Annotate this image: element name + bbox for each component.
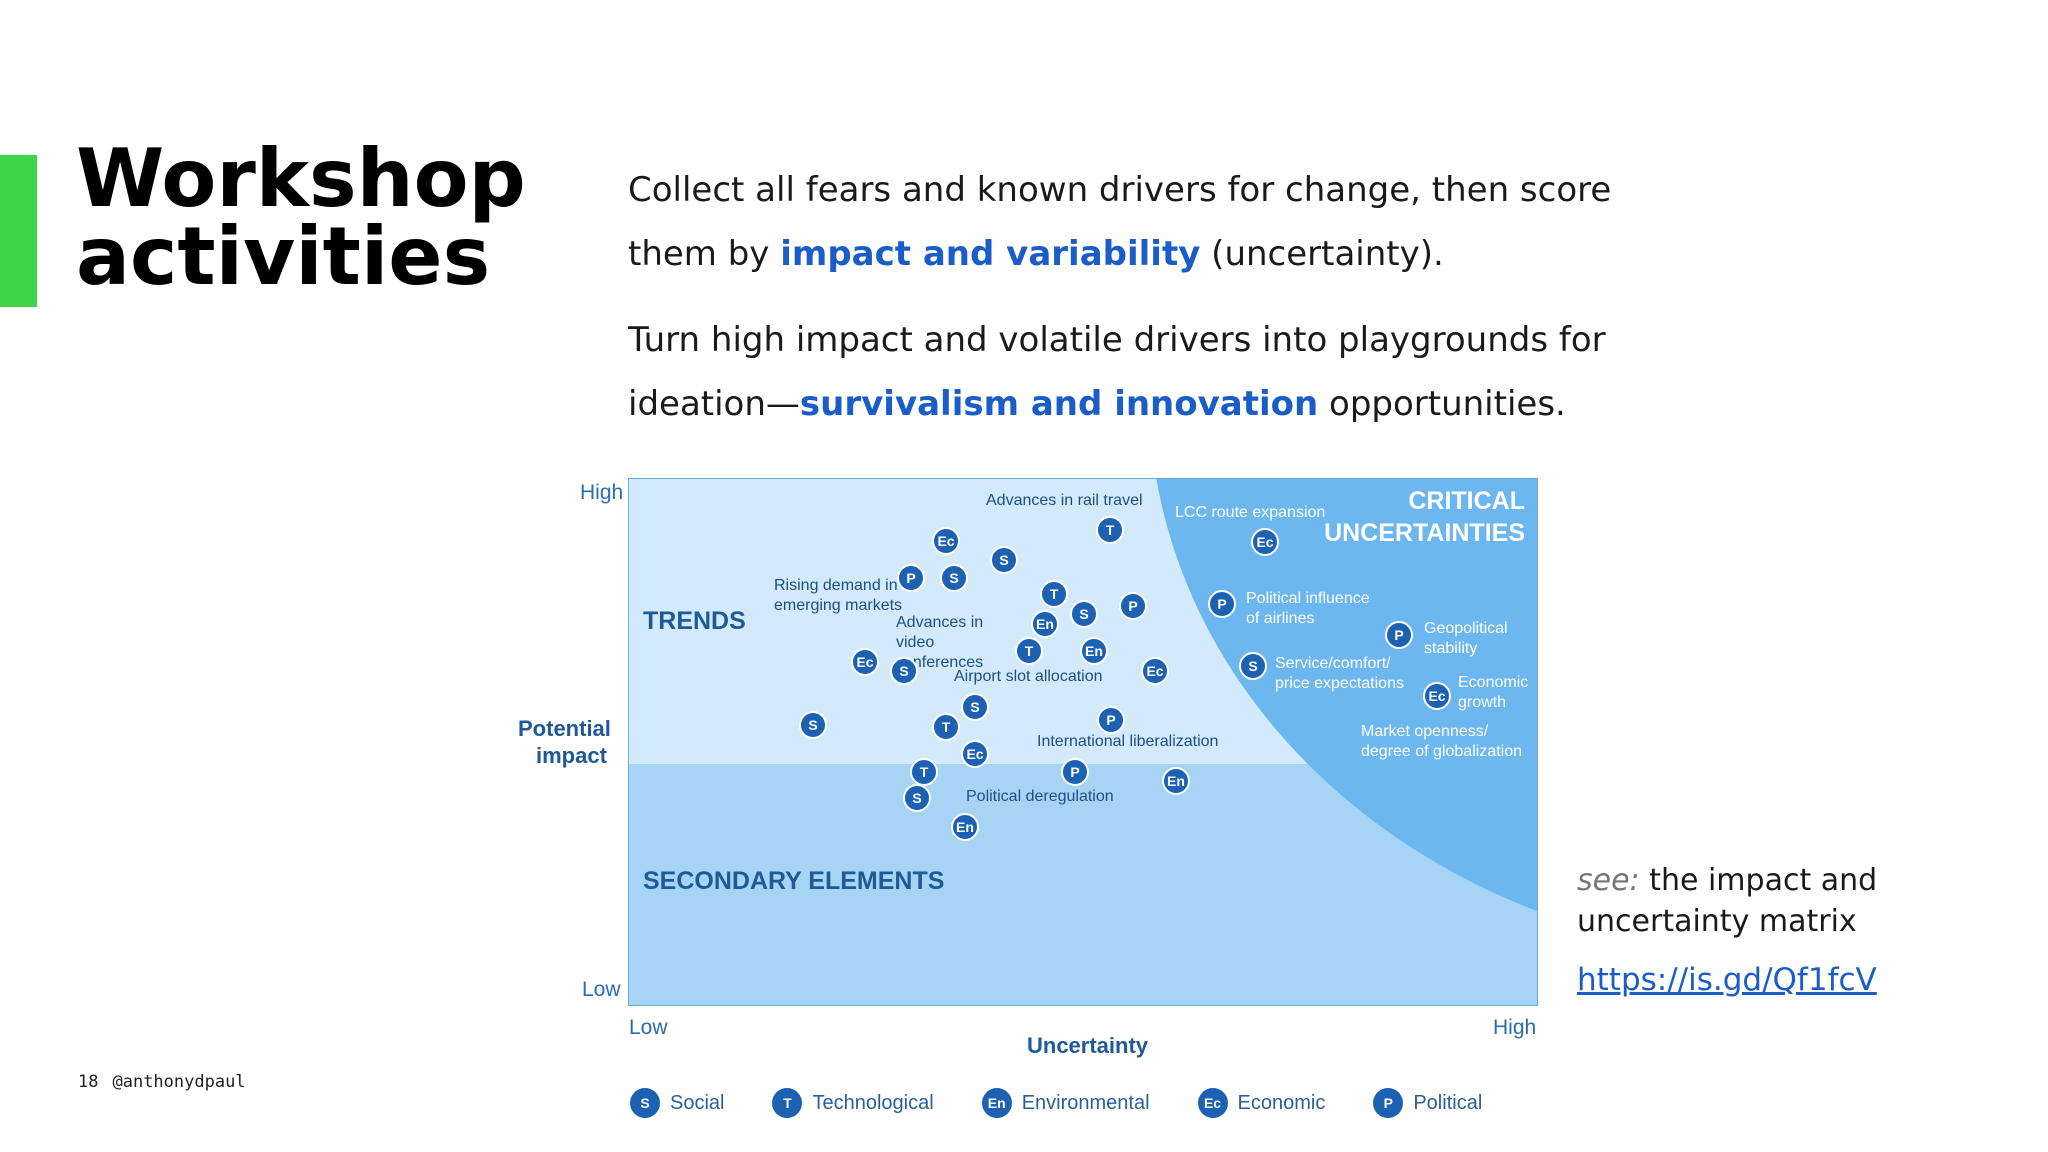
economic-driver-badge: Ec — [932, 527, 960, 555]
driver-label: Geopolitical stability — [1424, 620, 1508, 657]
paragraph-1-end: (uncertainty). — [1200, 234, 1444, 274]
legend-environmental: En Environmental — [981, 1088, 1150, 1118]
economic-driver-badge: Ec — [1251, 528, 1279, 556]
political-driver-badge: P — [897, 564, 925, 592]
social-driver-badge: S — [1070, 600, 1098, 628]
social-driver-badge: S — [799, 711, 827, 739]
driver-label: Economic growth — [1458, 674, 1529, 711]
paragraph-2-end: opportunities. — [1318, 384, 1566, 424]
driver-label: Service/comfort/ price expectations — [1275, 655, 1404, 692]
technological-driver-badge: T — [1096, 516, 1124, 544]
environmental-driver-badge: En — [951, 813, 979, 841]
economic-driver-badge: Ec — [961, 740, 989, 768]
environmental-driver-badge: En — [1031, 610, 1059, 638]
legend-label: Technological — [812, 1091, 934, 1114]
page-title: Workshop activities — [76, 139, 526, 297]
driver-label: International liberalization — [1037, 733, 1219, 750]
environmental-icon: En — [981, 1088, 1012, 1118]
social-driver-badge: S — [1239, 652, 1267, 680]
y-axis-title-line-1: Potential — [518, 716, 611, 741]
trends-label: TRENDS — [643, 607, 746, 635]
driver-label: Rising demand in emerging markets — [774, 577, 903, 614]
driver-label: LCC route expansion — [1175, 504, 1326, 521]
body-text: Collect all fears and known drivers for … — [628, 158, 1628, 458]
technological-driver-badge: T — [1015, 637, 1043, 665]
political-driver-badge: P — [1208, 590, 1236, 618]
critical-line-1: CRITICAL — [1408, 487, 1525, 515]
secondary-elements-label: SECONDARY ELEMENTS — [643, 867, 945, 895]
technological-driver-badge: T — [932, 713, 960, 741]
economic-driver-badge: Ec — [1141, 657, 1169, 685]
x-axis-high: High — [1493, 1016, 1537, 1039]
paragraph-2-text: Turn high impact and volatile drivers in… — [628, 320, 1606, 424]
impact-uncertainty-matrix: TRENDS SECONDARY ELEMENTS CRITICAL UNCER… — [628, 478, 1538, 1006]
legend-political: P Political — [1373, 1088, 1482, 1118]
social-driver-badge: S — [903, 784, 931, 812]
technological-driver-badge: T — [910, 758, 938, 786]
technological-driver-badge: T — [1040, 580, 1068, 608]
critical-uncertainties-label: CRITICAL UNCERTAINTIES — [1324, 485, 1525, 549]
driver-label: Market openness/ degree of globalization — [1361, 723, 1523, 760]
x-axis-title: Uncertainty — [1027, 1033, 1149, 1058]
title-line-1: Workshop — [76, 132, 526, 225]
social-driver-badge: S — [990, 546, 1018, 574]
page-number: 18 — [78, 1072, 99, 1092]
reference-link[interactable]: https://is.gd/Qf1fcV — [1577, 962, 1877, 998]
y-axis-title-line-2: impact — [536, 743, 607, 768]
political-icon: P — [1373, 1088, 1404, 1118]
legend-label: Economic — [1237, 1091, 1326, 1114]
title-line-2: activities — [76, 210, 491, 303]
political-driver-badge: P — [1385, 621, 1413, 649]
legend-label: Environmental — [1021, 1091, 1150, 1114]
driver-label: Airport slot allocation — [954, 668, 1103, 685]
slide-footer: 18 @anthonydpaul — [78, 1072, 260, 1092]
political-driver-badge: P — [1119, 592, 1147, 620]
y-axis-low: Low — [582, 978, 621, 1001]
critical-line-2: UNCERTAINTIES — [1324, 519, 1525, 547]
y-axis-high: High — [580, 481, 624, 504]
legend-label: Social — [670, 1091, 725, 1114]
driver-label: Advances in video conferences — [896, 614, 984, 671]
x-axis-low: Low — [629, 1016, 668, 1039]
legend-social: S Social — [630, 1088, 724, 1118]
highlight-survivalism: survivalism and innovation — [799, 384, 1319, 424]
legend-label: Political — [1413, 1091, 1483, 1114]
legend-technological: T Technological — [772, 1088, 934, 1118]
environmental-driver-badge: En — [1080, 637, 1108, 665]
see-text: the impact and uncertainty matrix — [1577, 863, 1878, 939]
social-icon: S — [630, 1088, 660, 1118]
paragraph-1: Collect all fears and known drivers for … — [628, 158, 1628, 286]
environmental-driver-badge: En — [1162, 767, 1190, 795]
matrix-legend: S Social T Technological En Environmental E… — [630, 1088, 1482, 1118]
social-driver-badge: S — [940, 564, 968, 592]
driver-label: Political influence of airlines — [1246, 590, 1370, 627]
social-driver-badge: S — [890, 657, 918, 685]
social-driver-badge: S — [961, 693, 989, 721]
political-driver-badge: P — [1097, 706, 1125, 734]
economic-driver-badge: Ec — [851, 648, 879, 676]
driver-label: Political deregulation — [966, 788, 1114, 805]
paragraph-1-text: Collect all fears and known drivers for … — [628, 170, 1612, 274]
author-handle: @anthonydpaul — [112, 1072, 246, 1092]
economic-driver-badge: Ec — [1423, 682, 1451, 710]
paragraph-2: Turn high impact and volatile drivers in… — [628, 308, 1628, 436]
highlight-impact: impact and variability — [780, 234, 1201, 274]
technological-icon: T — [772, 1088, 803, 1118]
reference-note: see: the impact and uncertainty matrix — [1577, 860, 1897, 942]
accent-bar — [0, 155, 37, 307]
political-driver-badge: P — [1061, 758, 1089, 786]
economic-icon: Ec — [1197, 1088, 1228, 1118]
legend-economic: Ec Economic — [1197, 1088, 1326, 1118]
see-prefix: see: — [1577, 863, 1640, 898]
driver-label: Advances in rail travel — [986, 492, 1143, 509]
